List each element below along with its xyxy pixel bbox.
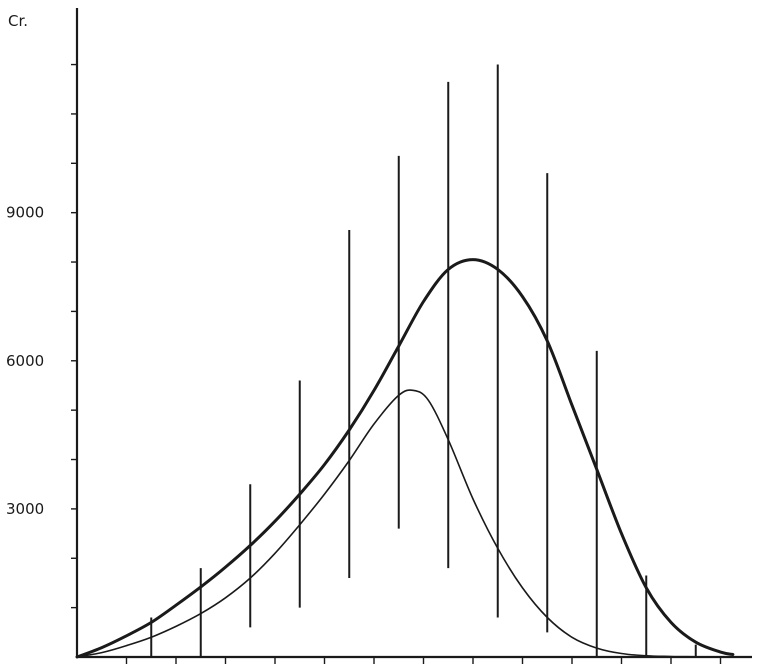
series-lines (75, 258, 735, 659)
y-axis-unit-label: Cr. (8, 12, 28, 30)
y-tick-label-9000: 9000 (6, 204, 44, 222)
y-tick-label-3000: 3000 (6, 500, 44, 518)
series-line-thin (76, 389, 734, 658)
series-line-thick (75, 258, 735, 659)
range-bars (150, 64, 697, 657)
axes (71, 8, 752, 664)
tick-labels: 300060009000Aug.Sept.Oct.Nov.Dec. (6, 204, 44, 518)
y-tick-label-6000: 6000 (6, 352, 44, 370)
